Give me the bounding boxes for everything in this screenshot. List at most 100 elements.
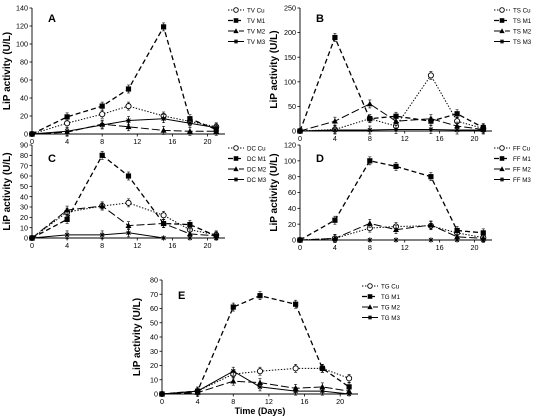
- marker-filled-triangle: [64, 206, 71, 213]
- y-tick-label: 50: [20, 182, 28, 191]
- marker-filled-square: [293, 301, 299, 307]
- marker-star: [125, 230, 132, 236]
- legend-entry: TG Cu: [381, 283, 400, 290]
- marker-star: [297, 128, 303, 134]
- marker-filled-square: [454, 111, 460, 117]
- y-tick-label: 250: [284, 4, 296, 13]
- panel-label: B: [316, 13, 324, 25]
- x-tick-label: 16: [168, 241, 176, 250]
- marker-filled-square: [332, 34, 338, 41]
- marker-filled-square: [125, 86, 132, 92]
- marker-star: [293, 388, 299, 394]
- x-tick-label: 16: [168, 137, 176, 146]
- legend-entry: TV M2: [247, 28, 266, 35]
- y-tick-label: 0: [292, 236, 296, 245]
- panel-label: A: [48, 13, 56, 25]
- legend: TS Cu TS M1 TS M2 TS M3: [494, 7, 532, 46]
- y-tick-label: 10: [150, 375, 158, 384]
- marker-star: [428, 126, 434, 133]
- y-tick-label: 60: [20, 172, 28, 181]
- marker-star: [393, 126, 399, 133]
- marker-open-circle: [256, 368, 264, 375]
- marker-open-circle: [346, 375, 353, 382]
- marker-star: [233, 177, 239, 182]
- marker-filled-triangle: [125, 123, 132, 130]
- marker-filled-triangle: [186, 128, 193, 134]
- y-tick-label: 100: [284, 77, 296, 86]
- marker-star: [195, 388, 201, 394]
- y-tick-label: 40: [20, 94, 28, 103]
- x-tick-label: 20: [336, 397, 344, 406]
- legend: TV Cu TV M1 TV M2 TV M3: [228, 7, 266, 46]
- legend: FF Cu FF M1 FF M2 FF M3: [494, 145, 531, 184]
- marker-filled-square: [499, 156, 505, 161]
- marker-filled-square: [187, 221, 193, 228]
- y-tick-label: 20: [20, 112, 28, 121]
- marker-open-circle: [99, 111, 106, 118]
- chart-panel-a: 0 20 40 60 80 100 120 140 0 4 8 12 16 20 LiP activity …: [2, 4, 266, 146]
- marker-open-circle: [499, 7, 505, 13]
- marker-filled-square: [230, 304, 236, 310]
- marker-filled-triangle: [233, 28, 239, 34]
- series-dc-m2: [29, 201, 220, 241]
- marker-star: [297, 237, 303, 243]
- y-tick-label: 10: [20, 223, 28, 232]
- marker-filled-square: [393, 163, 399, 169]
- marker-filled-square: [64, 114, 70, 120]
- marker-filled-triangle: [99, 202, 106, 209]
- marker-star: [160, 235, 167, 241]
- y-tick-label: 80: [20, 58, 28, 67]
- y-tick-label: 20: [20, 213, 28, 222]
- marker-star: [480, 237, 486, 243]
- x-tick-label: 8: [100, 137, 104, 146]
- marker-star: [499, 177, 505, 182]
- marker-star: [99, 232, 105, 238]
- y-tick-label: 30: [150, 347, 158, 356]
- x-tick-label: 4: [333, 134, 337, 143]
- marker-star: [99, 122, 105, 128]
- legend-entry: TG M2: [381, 304, 400, 311]
- marker-star: [454, 237, 460, 243]
- x-tick-label: 12: [265, 397, 273, 406]
- y-tick-label: 40: [288, 204, 296, 213]
- x-tick-label: 20: [471, 243, 479, 252]
- marker-star: [230, 368, 236, 374]
- marker-star: [367, 315, 373, 320]
- legend-entry: TG M3: [381, 315, 400, 322]
- legend-entry: FF M3: [513, 177, 531, 184]
- panel-label: C: [48, 153, 56, 165]
- series-tg-m3: [159, 366, 352, 397]
- marker-star: [499, 39, 505, 44]
- marker-filled-triangle: [366, 100, 373, 107]
- marker-open-circle: [64, 120, 71, 127]
- marker-star: [393, 237, 399, 243]
- y-tick-label: 140: [16, 4, 28, 13]
- marker-star: [187, 120, 193, 126]
- y-tick-label: 20: [288, 220, 296, 229]
- y-tick-label: 60: [20, 76, 28, 85]
- x-tick-label: 12: [401, 243, 409, 252]
- marker-star: [64, 232, 70, 238]
- marker-star: [257, 384, 263, 390]
- legend-entry: FF M1: [513, 156, 531, 163]
- y-tick-label: 120: [16, 22, 28, 31]
- legend-entry: DC M2: [247, 166, 267, 173]
- marker-filled-square: [187, 116, 193, 122]
- marker-star: [332, 237, 338, 243]
- marker-star: [29, 235, 35, 241]
- legend-entry: TS M3: [513, 39, 532, 46]
- marker-open-circle: [499, 145, 505, 151]
- marker-filled-square: [454, 227, 460, 234]
- marker-filled-square: [319, 365, 325, 371]
- x-tick-label: 0: [160, 397, 164, 406]
- y-tick-label: 60: [288, 188, 296, 197]
- y-axis-label: LiP activity (U/L): [2, 32, 13, 110]
- x-tick-label: 12: [133, 137, 141, 146]
- marker-filled-square: [99, 103, 105, 109]
- marker-star: [454, 127, 460, 133]
- marker-filled-triangle: [393, 226, 399, 233]
- series-ff-m3: [297, 237, 486, 243]
- x-tick-label: 8: [368, 134, 372, 143]
- marker-filled-square: [257, 293, 263, 299]
